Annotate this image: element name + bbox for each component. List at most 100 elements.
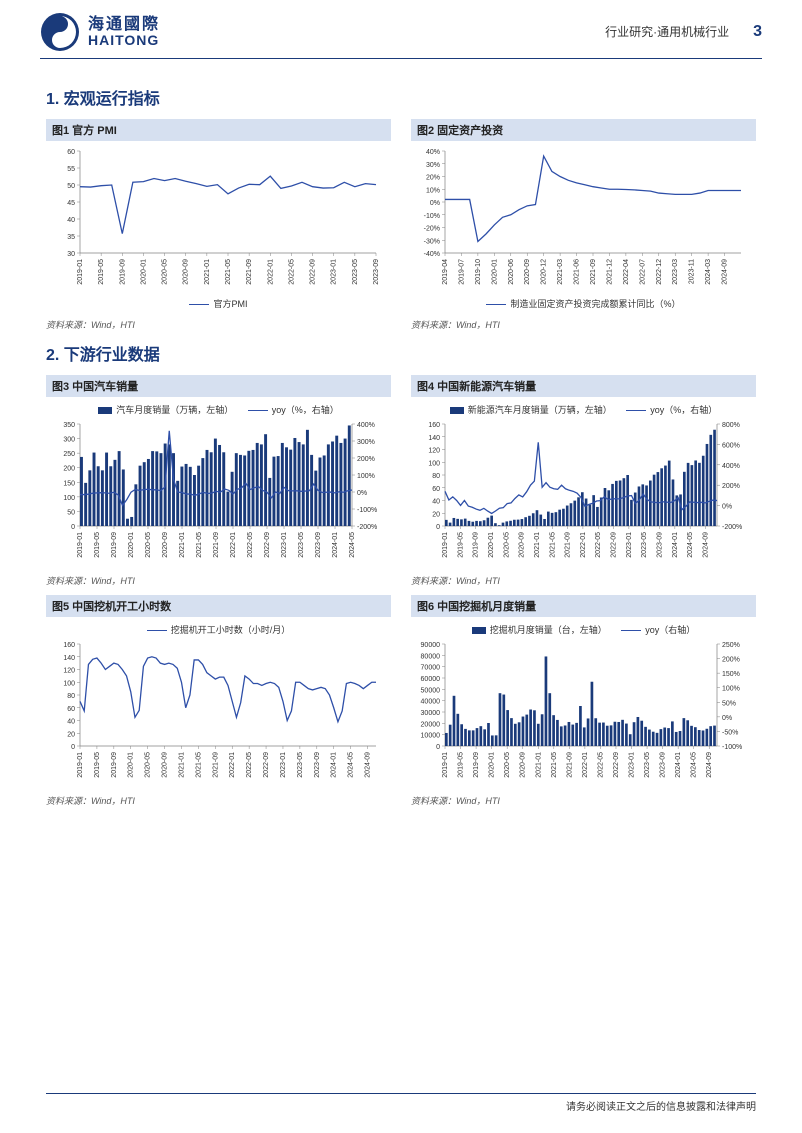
svg-text:2021-09: 2021-09 [566,752,573,778]
svg-text:2024-01: 2024-01 [672,532,679,558]
chart4-block: 图4 中国新能源汽车销量 新能源汽车月度销量（万辆，左轴） yoy（%，右轴） … [411,375,756,587]
chart1-legend-line: 官方PMI [213,299,247,309]
svg-text:40: 40 [67,719,75,726]
svg-text:2020-05: 2020-05 [162,259,169,285]
svg-text:70000: 70000 [421,665,441,672]
svg-text:2021-01: 2021-01 [534,532,541,558]
svg-text:2021-09: 2021-09 [246,259,253,285]
svg-text:2022-01: 2022-01 [580,532,587,558]
svg-text:-20%: -20% [424,226,440,233]
svg-text:2023-03: 2023-03 [672,259,679,285]
section2-title: 2. 下游行业数据 [46,341,756,365]
svg-text:800%: 800% [722,422,740,429]
svg-text:2020-01: 2020-01 [489,752,496,778]
svg-text:40: 40 [432,499,440,506]
svg-text:2024-05: 2024-05 [687,532,694,558]
logo-text-en: HAITONG [88,33,160,47]
svg-text:2021-09: 2021-09 [212,752,219,778]
chart1-source: 资料来源：Wind，HTI [46,318,391,331]
svg-text:160: 160 [63,642,75,649]
svg-text:2021-05: 2021-05 [195,752,202,778]
chart1-legend: 官方PMI [46,295,391,312]
svg-text:80000: 80000 [421,653,441,660]
svg-text:2020-09: 2020-09 [162,532,169,558]
chart2-block: 图2 固定资产投资 -40%-30%-20%-10%0%10%20%30%40%… [411,119,756,331]
chart2-legend: 制造业固定资产投资完成额累计同比（%） [411,295,756,312]
svg-text:300%: 300% [357,439,375,446]
chart6-legend-top: 挖掘机月度销量（台，左轴） yoy（右轴） [411,621,756,638]
svg-text:2019-01: 2019-01 [77,532,84,558]
svg-text:300: 300 [63,437,75,444]
logo-icon [40,12,80,52]
svg-text:2021-09: 2021-09 [590,259,597,285]
svg-text:150: 150 [63,480,75,487]
svg-text:2024-09: 2024-09 [365,752,372,778]
svg-text:100: 100 [63,495,75,502]
footer-rule [46,1093,756,1094]
svg-text:2020-01: 2020-01 [128,752,135,778]
svg-text:2019-09: 2019-09 [473,752,480,778]
chart3-title: 图3 中国汽车销量 [46,375,391,397]
svg-text:50000: 50000 [421,687,441,694]
svg-text:2021-01: 2021-01 [535,752,542,778]
svg-text:2022-05: 2022-05 [246,752,253,778]
svg-text:2021-03: 2021-03 [557,259,564,285]
svg-text:2022-09: 2022-09 [611,532,618,558]
svg-text:2019-10: 2019-10 [475,259,482,285]
svg-text:2019-05: 2019-05 [94,752,101,778]
svg-text:2023-05: 2023-05 [352,259,359,285]
svg-text:2019-01: 2019-01 [77,259,84,285]
svg-text:2022-01: 2022-01 [582,752,589,778]
svg-text:2022-09: 2022-09 [310,259,317,285]
svg-text:2019-01: 2019-01 [77,752,84,778]
svg-text:2020-01: 2020-01 [491,259,498,285]
svg-text:80: 80 [67,693,75,700]
chart5-svg: 0204060801001201401602019-012019-052019-… [46,638,386,788]
chart2-title: 图2 固定资产投资 [411,119,756,141]
chart5-block: 图5 中国挖机开工小时数 挖掘机开工小时数（小时/月） 020406080100… [46,595,391,807]
svg-text:2020-05: 2020-05 [145,532,152,558]
content: 1. 宏观运行指标 图1 官方 PMI 303540455055602019-0… [0,59,802,807]
svg-text:2023-05: 2023-05 [297,752,304,778]
svg-text:2019-01: 2019-01 [442,752,449,778]
svg-text:2021-09: 2021-09 [213,532,220,558]
svg-text:2020-01: 2020-01 [488,532,495,558]
chart6-legend-line: yoy（右轴） [645,625,695,635]
svg-text:400%: 400% [357,422,375,429]
svg-text:2022-05: 2022-05 [247,532,254,558]
logo-text-cn: 海通國際 [88,17,160,33]
svg-text:60: 60 [67,706,75,713]
logo: 海通國際 HAITONG [40,12,160,52]
svg-text:2022-01: 2022-01 [267,259,274,285]
chart4-svg: 020406080100120140160-200%0%200%400%600%… [411,418,751,568]
chart6-title: 图6 中国挖掘机月度销量 [411,595,756,617]
svg-text:2023-01: 2023-01 [626,532,633,558]
svg-text:200%: 200% [722,483,740,490]
svg-text:50%: 50% [722,700,736,707]
svg-text:2022-05: 2022-05 [597,752,604,778]
svg-text:60000: 60000 [421,676,441,683]
svg-text:2020-09: 2020-09 [524,259,531,285]
svg-text:-100%: -100% [722,744,742,751]
svg-text:50: 50 [67,183,75,190]
svg-text:2020-05: 2020-05 [504,752,511,778]
svg-text:2023-05: 2023-05 [644,752,651,778]
svg-text:2024-01: 2024-01 [331,752,338,778]
svg-text:90000: 90000 [421,642,441,649]
chart6-source: 资料来源：Wind，HTI [411,794,756,807]
svg-text:160: 160 [428,422,440,429]
svg-text:200%: 200% [357,456,375,463]
chart3-legend-line: yoy（%，右轴） [272,405,339,415]
svg-text:2021-09: 2021-09 [565,532,572,558]
footer: 请务必阅读正文之后的信息披露和法律声明 [0,1093,802,1113]
svg-text:-10%: -10% [424,213,440,220]
svg-text:2019-07: 2019-07 [458,259,465,285]
svg-text:2022-01: 2022-01 [230,532,237,558]
svg-text:2020-09: 2020-09 [162,752,169,778]
chart4-source: 资料来源：Wind，HTI [411,574,756,587]
svg-text:0%: 0% [357,490,367,497]
svg-text:2022-05: 2022-05 [288,259,295,285]
svg-text:600%: 600% [722,442,740,449]
svg-text:60: 60 [67,149,75,156]
svg-text:0: 0 [436,524,440,531]
